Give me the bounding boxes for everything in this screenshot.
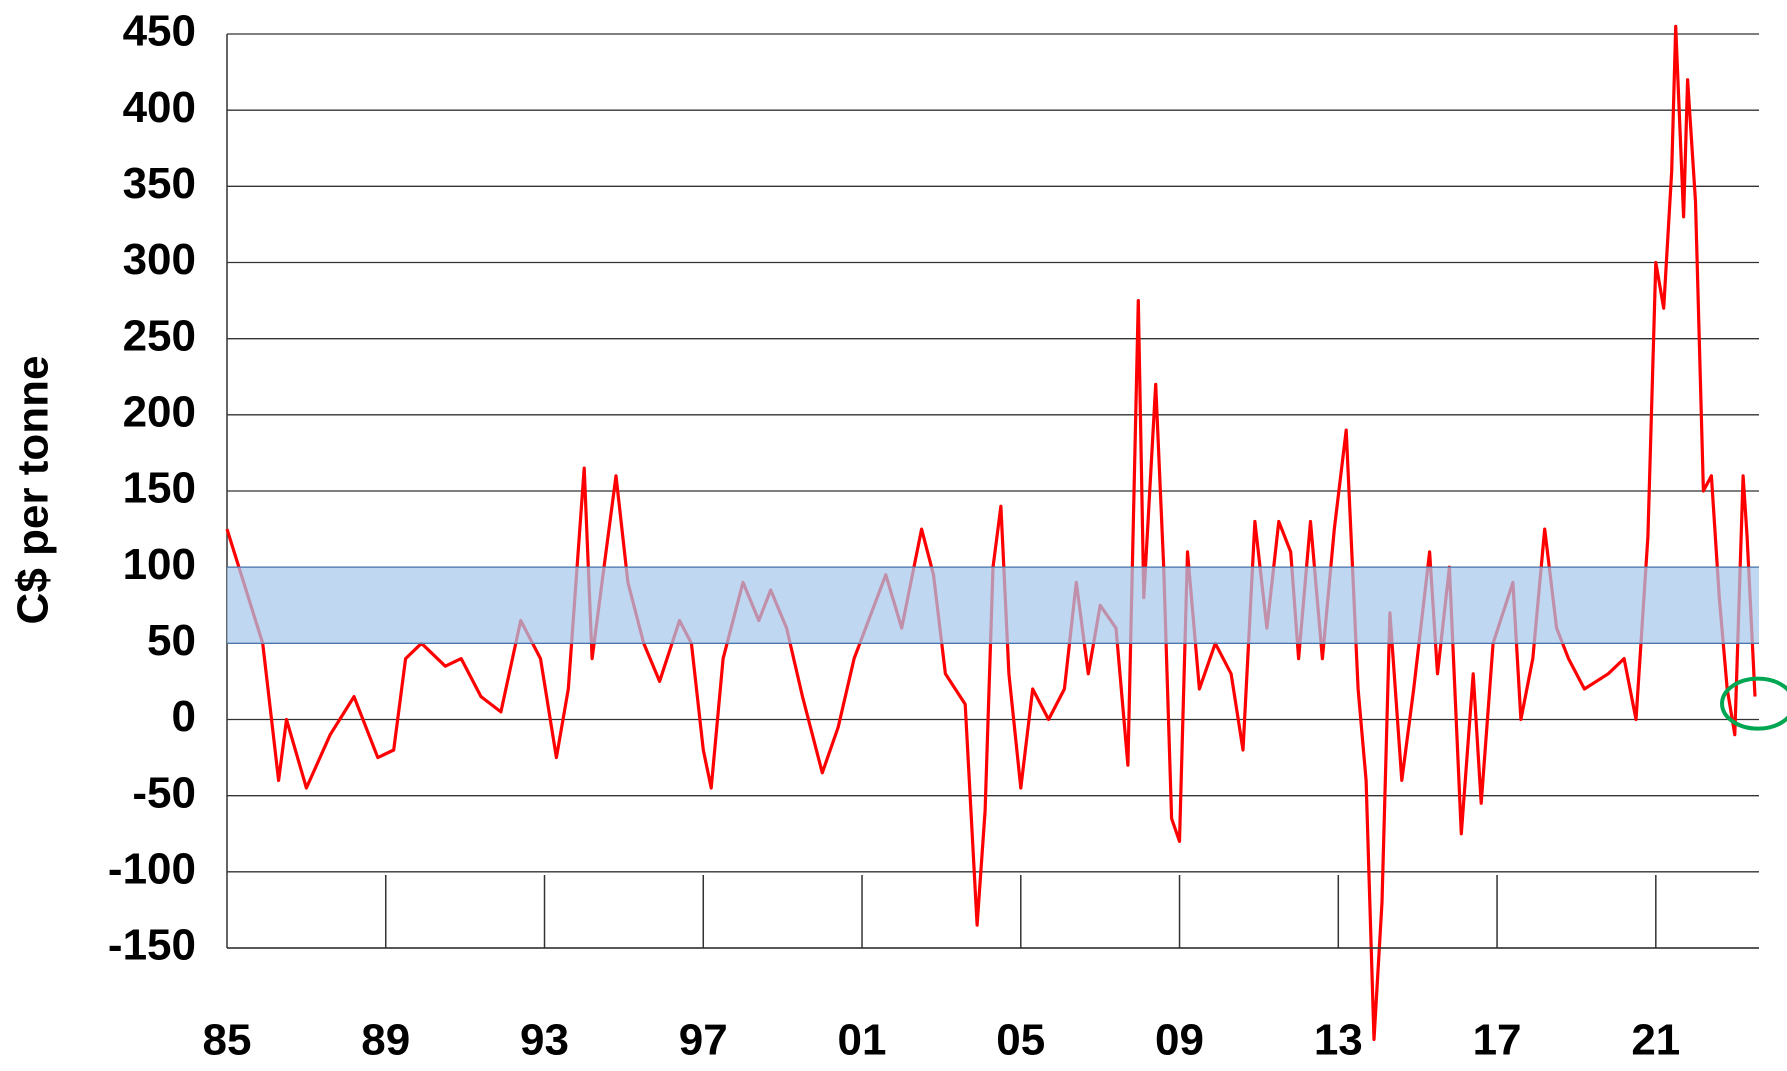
y-tick-label: 150: [123, 464, 196, 513]
x-tick-label: 85: [203, 1016, 252, 1065]
y-tick-label: 300: [123, 235, 196, 284]
data-line: [225, 24, 1757, 1041]
highlight-circle: [1720, 676, 1787, 731]
x-tick-label: 97: [679, 1016, 728, 1065]
y-tick-label: -150: [108, 921, 196, 970]
x-tick-label: 09: [1155, 1016, 1204, 1065]
x-tick-label: 05: [996, 1016, 1045, 1065]
x-tick-label: 17: [1473, 1016, 1522, 1065]
x-tick-label: 89: [361, 1016, 410, 1065]
x-tick-label: 21: [1631, 1016, 1680, 1065]
x-tick-label: 93: [520, 1016, 569, 1065]
y-tick-label: -50: [132, 768, 196, 817]
y-tick-label: 400: [123, 83, 196, 132]
x-tick-label: 01: [838, 1016, 887, 1065]
y-tick-label: 250: [123, 311, 196, 360]
x-tick-label: 13: [1314, 1016, 1363, 1065]
y-tick-label: 100: [123, 540, 196, 589]
y-axis-label: C$ per tonne: [9, 356, 58, 625]
y-tick-label: 350: [123, 159, 196, 208]
y-tick-label: 0: [172, 692, 196, 741]
y-tick-label: -100: [108, 844, 196, 893]
y-tick-label: 200: [123, 387, 196, 436]
y-tick-label: 50: [147, 616, 196, 665]
target-band: [227, 567, 1759, 644]
y-tick-label: 450: [123, 7, 196, 56]
